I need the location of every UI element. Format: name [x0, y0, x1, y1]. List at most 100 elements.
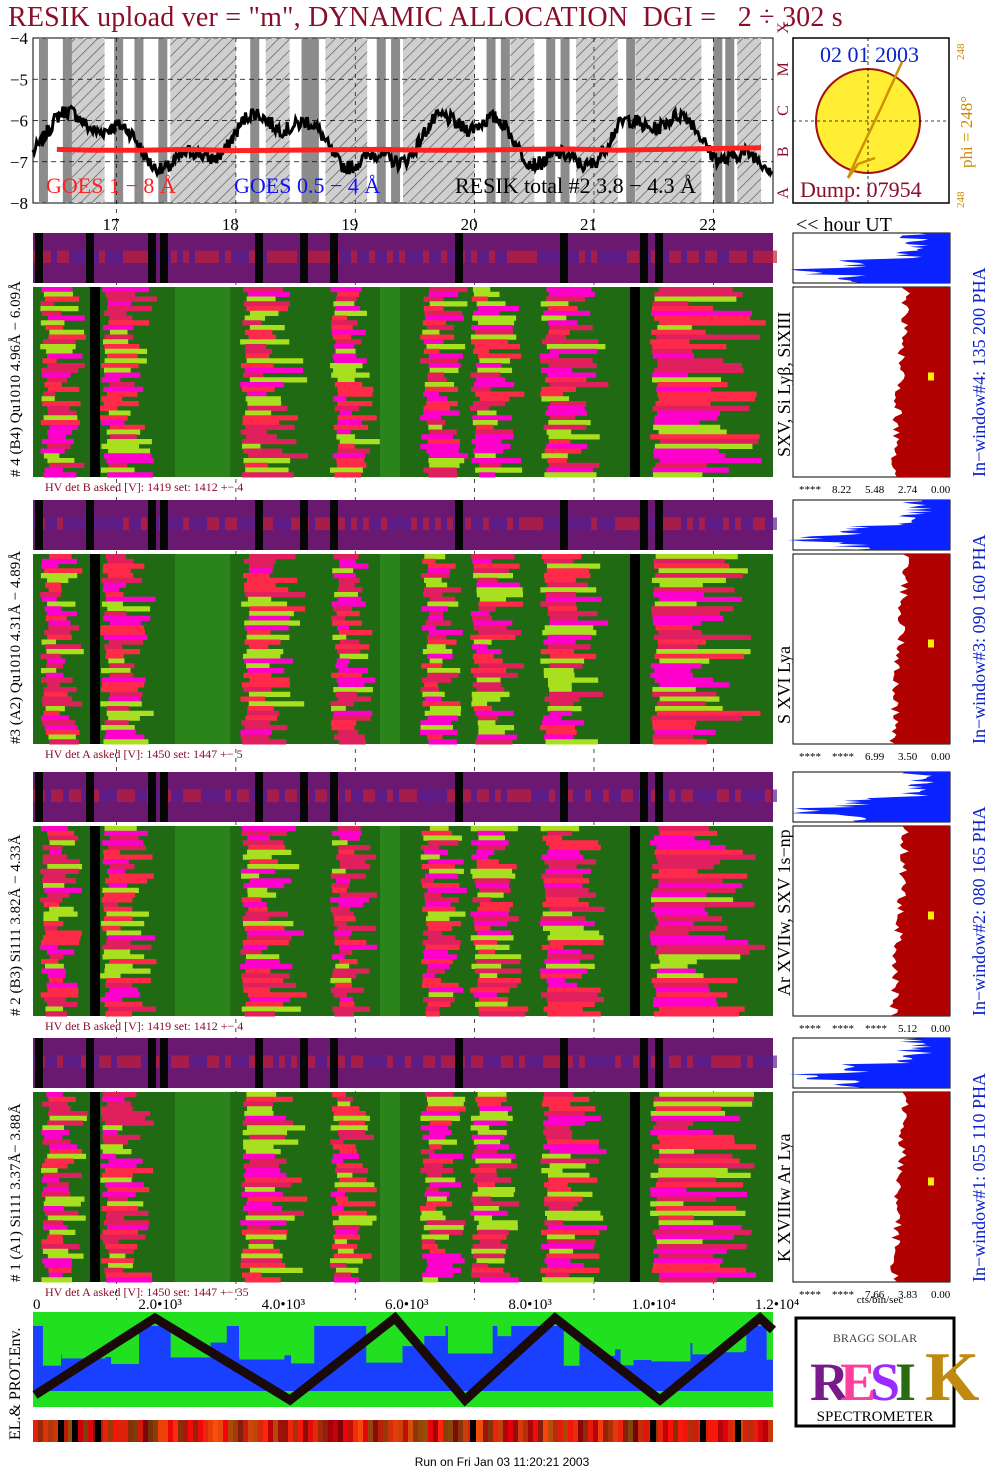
spectrogram-row: [474, 921, 508, 927]
spectrogram-row: [47, 443, 71, 449]
spectrogram-row: [658, 868, 698, 874]
strip-cell: [543, 250, 549, 263]
spectrogram-row: [109, 382, 135, 388]
spectrogram-row: [247, 291, 290, 297]
spectrogram-row: [650, 840, 711, 846]
thermal-strip-cell: [288, 1420, 293, 1442]
strip-cell: [681, 1055, 687, 1068]
spectrogram-row: [547, 372, 597, 378]
spectrogram-row: [426, 1096, 466, 1102]
strip-cell: [339, 250, 345, 263]
spectrogram-row: [549, 325, 593, 331]
spectrogram-row: [429, 706, 462, 712]
spectrogram-row: [105, 653, 124, 659]
spectrogram-row: [546, 287, 592, 293]
spectrogram-row: [240, 729, 272, 735]
legend-goes-short: GOES 0.5 − 4 Å: [234, 173, 380, 198]
spectrogram-row: [472, 1201, 520, 1207]
spectrogram-row: [334, 306, 361, 312]
spectrogram-row: [421, 830, 453, 836]
spectrogram-row: [543, 1006, 583, 1012]
strip-cell: [393, 789, 399, 802]
spectrogram-row: [40, 868, 79, 874]
spectrogram-row: [657, 363, 742, 369]
spectrogram-row: [545, 596, 602, 602]
spectrogram-row: [48, 835, 79, 841]
strip-cell: [663, 789, 669, 802]
spectrogram-row: [243, 372, 264, 378]
spectrogram-row: [243, 1101, 273, 1107]
spectrogram-row: [540, 921, 595, 927]
spectrogram-row: [476, 1258, 505, 1264]
thermal-strip-cell: [498, 1420, 503, 1442]
spectrogram-row: [658, 1277, 717, 1283]
spectrogram-row: [650, 963, 688, 969]
spectrogram-row: [423, 467, 457, 473]
spectrogram-row: [337, 1187, 377, 1193]
spectrogram-row: [473, 916, 519, 922]
spectrogram-row: [472, 1263, 489, 1269]
spectrogram-row: [657, 391, 757, 397]
strip-cell: [651, 517, 657, 530]
strip-cell: [177, 1055, 183, 1068]
spectrogram-row: [424, 849, 449, 855]
spectrogram-gap: [90, 1092, 100, 1282]
strip-cell: [747, 1055, 753, 1068]
spectrogram-row: [425, 620, 452, 626]
spectrogram-row: [547, 458, 567, 464]
spectrogram-row: [106, 710, 154, 716]
strip-cell: [351, 250, 357, 263]
spectrogram-row: [477, 1187, 516, 1193]
strip-gap: [455, 233, 463, 283]
strip-cell: [399, 250, 405, 263]
pha-tick: ****: [832, 1289, 854, 1301]
spectrogram-row: [429, 462, 460, 468]
spectrogram-row: [472, 897, 491, 903]
spectrogram-row: [243, 1153, 275, 1159]
spectrogram-row: [540, 649, 574, 655]
spectrogram-row: [246, 1201, 273, 1207]
spectrogram-row: [478, 997, 509, 1003]
strip-cell: [57, 517, 63, 530]
spectrogram-row: [243, 1139, 299, 1145]
spectrogram-row: [101, 897, 133, 903]
strip-cell: [477, 250, 483, 263]
spectrogram-row: [47, 458, 75, 464]
spectrogram-row: [333, 1153, 360, 1159]
spectrogram-row: [247, 849, 292, 855]
strip-cell: [117, 789, 123, 802]
spectrogram-row: [247, 710, 280, 716]
spectrogram-row: [102, 1191, 136, 1197]
spectrogram-row: [421, 1210, 443, 1216]
spectrogram-row: [248, 563, 274, 569]
strip-cell: [291, 250, 297, 263]
strip-cell: [129, 789, 135, 802]
strip-cell: [669, 517, 675, 530]
spectrogram-row: [548, 363, 597, 369]
spectrogram-row: [242, 443, 261, 449]
strip-cell: [111, 1055, 117, 1068]
spectrogram-row: [245, 715, 278, 721]
strip-gap: [300, 233, 308, 283]
spectrogram-row: [109, 315, 133, 321]
spectrogram-row: [548, 691, 604, 697]
spectrogram-row: [548, 420, 591, 426]
thermal-strip-cell: [238, 1420, 243, 1442]
spectrogram-row: [108, 410, 131, 416]
spectrogram-row: [339, 1149, 357, 1155]
data-gap-band: [134, 38, 144, 203]
strip-cell: [627, 250, 633, 263]
spectrogram-row: [333, 1277, 360, 1283]
strip-cell: [351, 1055, 357, 1068]
spectrogram-row: [241, 1006, 301, 1012]
strip-cell: [609, 517, 615, 530]
spectrogram-row: [427, 639, 457, 645]
strip-gap: [86, 1038, 94, 1088]
goes-y-tick: −4: [10, 29, 29, 48]
hour-tick: 20: [461, 215, 478, 234]
spectrogram-row: [247, 1106, 273, 1112]
line-id-label: SXV, Si Lyβ, SiXIII: [774, 312, 794, 457]
spectrogram-row: [103, 339, 129, 345]
spectrogram-row: [475, 1001, 508, 1007]
thermal-strip-cell: [278, 1420, 283, 1442]
